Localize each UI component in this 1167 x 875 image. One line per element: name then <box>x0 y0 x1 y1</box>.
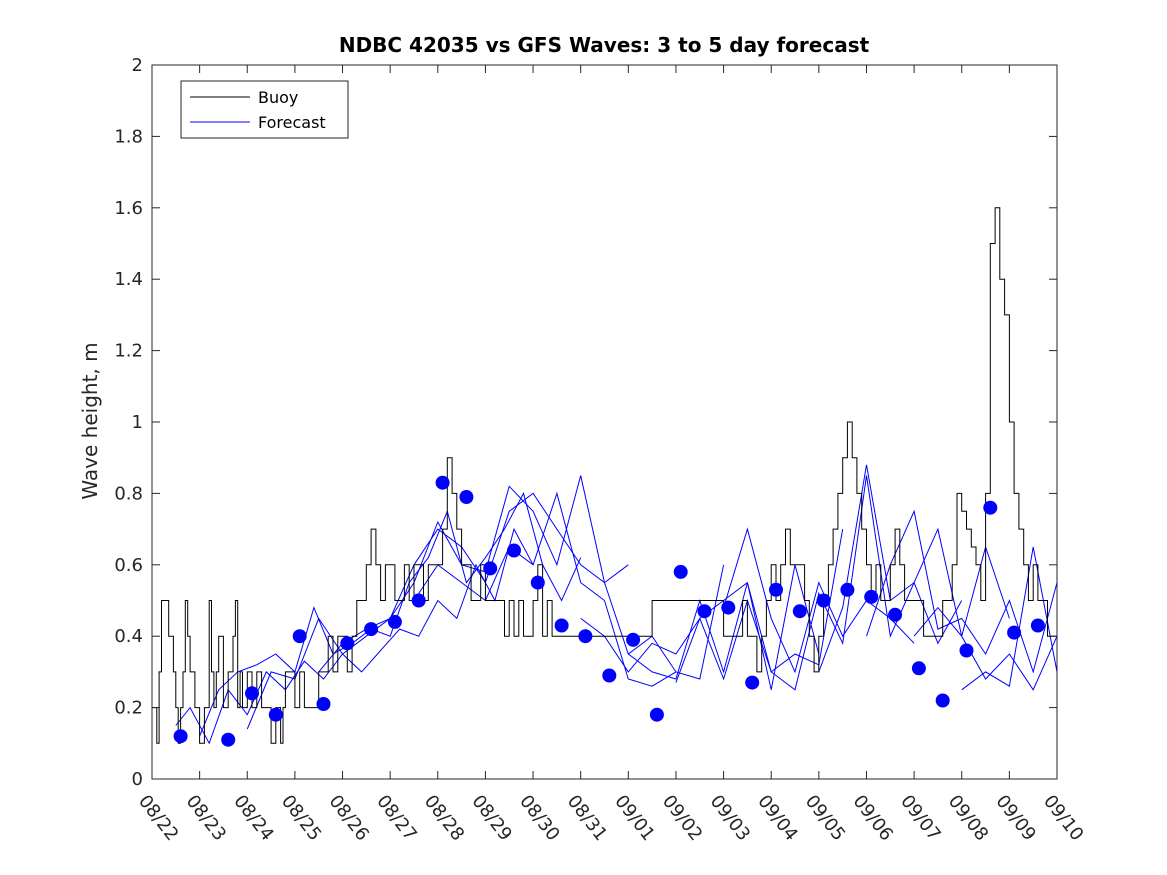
buoy-line <box>152 207 1057 744</box>
data-layer <box>152 207 1057 747</box>
y-tick-label: 0.2 <box>114 698 143 719</box>
forecast-point <box>435 475 450 490</box>
chart-title: NDBC 42035 vs GFS Waves: 3 to 5 day fore… <box>339 33 870 57</box>
forecast-point <box>411 593 426 608</box>
forecast-point <box>530 575 545 590</box>
forecast-point <box>340 636 355 651</box>
forecast-line-4 <box>318 475 677 673</box>
forecast-line-10 <box>770 475 963 691</box>
forecast-point <box>864 589 879 604</box>
forecast-line-13 <box>913 606 1057 691</box>
tick-marks <box>151 64 1058 780</box>
forecast-line-12 <box>866 509 1057 674</box>
forecast-point <box>792 604 807 619</box>
plot-area <box>151 64 1058 780</box>
forecast-line-3 <box>246 492 629 730</box>
y-tick-label: 0 <box>132 769 143 790</box>
y-tick-label: 1.4 <box>114 269 143 290</box>
forecast-point <box>459 490 474 504</box>
forecast-point <box>959 643 974 658</box>
forecast-line-9 <box>723 527 915 674</box>
forecast-point <box>364 622 379 637</box>
y-tick-label: 1 <box>132 412 143 433</box>
forecast-line-11 <box>818 464 1010 673</box>
forecast-point <box>649 707 664 722</box>
forecast-point <box>316 697 331 711</box>
forecast-line-14 <box>961 546 1057 691</box>
y-tick-label: 1.8 <box>114 126 143 147</box>
forecast-point <box>245 686 259 701</box>
forecast-point <box>221 732 236 747</box>
y-tick-label: 2 <box>132 55 143 76</box>
y-tick-label: 1.2 <box>114 341 143 362</box>
forecast-point <box>721 600 736 615</box>
forecast-point <box>697 604 712 619</box>
legend-box <box>180 80 349 139</box>
forecast-point <box>769 582 783 597</box>
forecast-point <box>1007 625 1022 640</box>
forecast-point <box>578 629 593 644</box>
legend-buoy-label: Buoy <box>258 88 298 107</box>
forecast-line-7 <box>627 564 820 690</box>
forecast-point <box>911 661 926 676</box>
y-tick-label: 1.6 <box>114 198 143 219</box>
y-tick-label: 0.8 <box>114 483 143 504</box>
forecast-point <box>935 693 950 708</box>
forecast-point <box>1030 618 1045 633</box>
forecast-point <box>173 729 188 744</box>
legend-forecast-label: Forecast <box>258 113 326 132</box>
forecast-point <box>626 632 641 647</box>
forecast-point <box>602 668 617 683</box>
forecast-point <box>745 675 760 690</box>
forecast-line-6 <box>580 598 772 681</box>
forecast-point <box>292 629 307 644</box>
y-tick-label: 0.4 <box>114 626 143 647</box>
forecast-point <box>483 561 498 576</box>
forecast-point <box>268 707 283 722</box>
legend: Buoy Forecast <box>180 80 349 139</box>
forecast-point <box>507 543 521 558</box>
forecast-point <box>816 593 831 608</box>
y-tick-labels: 0 0.2 0.4 0.6 0.8 1 1.2 1.4 1.6 1.8 2 <box>114 55 143 790</box>
forecast-point <box>840 582 855 597</box>
y-axis-label: Wave height, m <box>78 342 102 499</box>
y-tick-label: 0.6 <box>114 555 143 576</box>
forecast-point <box>387 614 402 629</box>
forecast-point <box>673 564 688 579</box>
forecast-point <box>554 618 569 633</box>
forecast-point <box>983 500 998 515</box>
forecast-line-5 <box>413 491 725 687</box>
forecast-point <box>888 607 903 622</box>
